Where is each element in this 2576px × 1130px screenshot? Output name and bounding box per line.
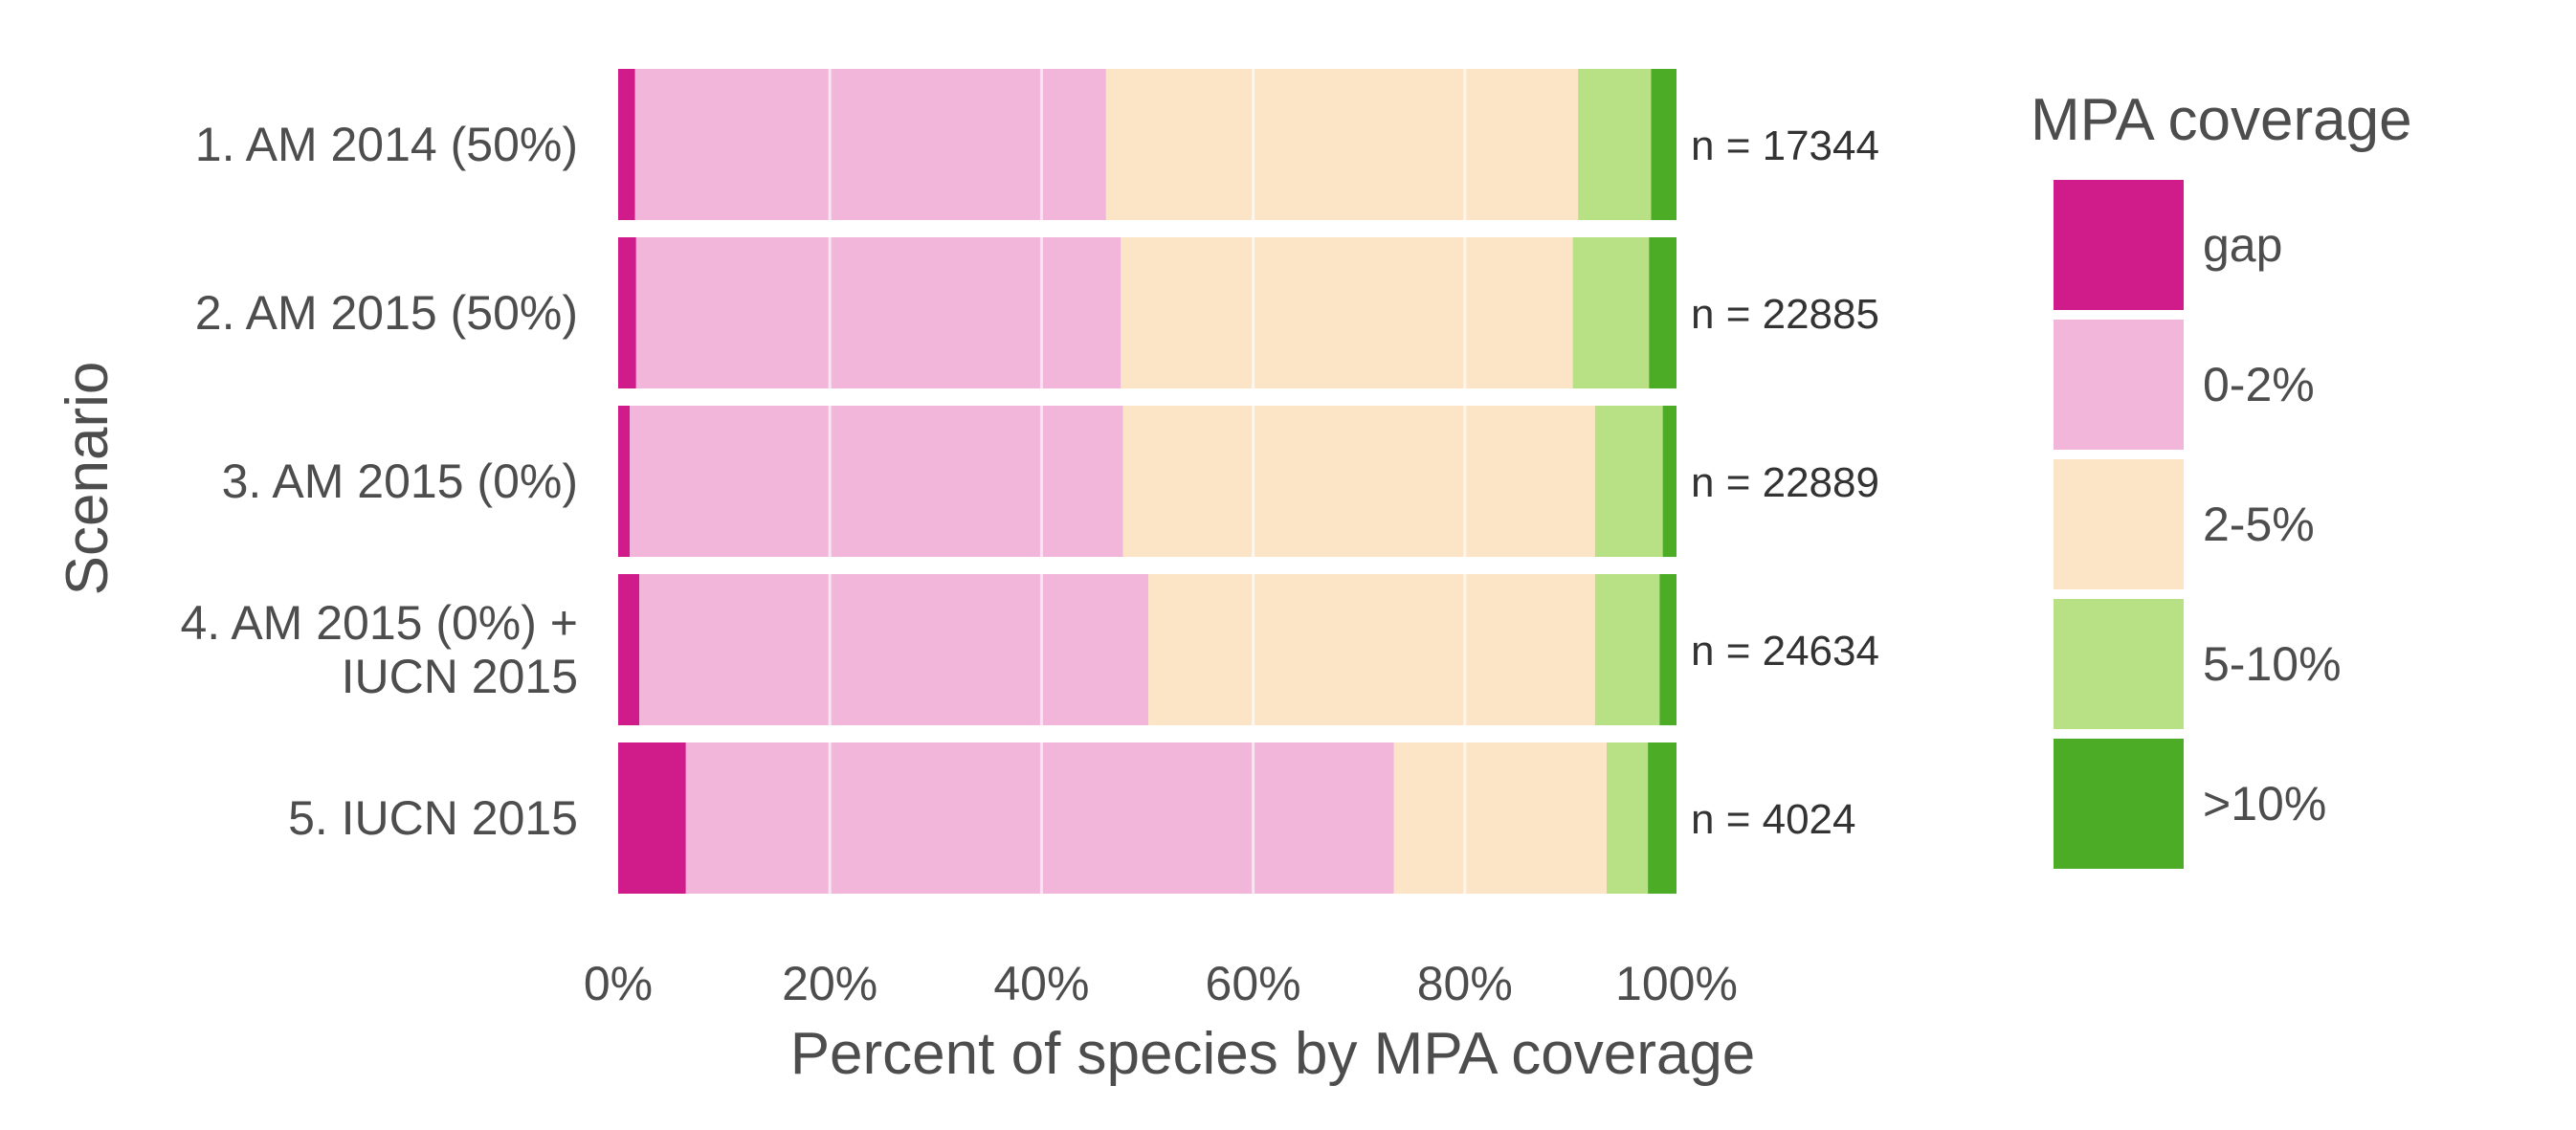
x-tick-label: 60% xyxy=(1206,957,1301,1010)
bar-segment xyxy=(618,742,686,894)
bar-segment xyxy=(639,574,1149,725)
bar-segment xyxy=(618,69,635,220)
category-label: 3. AM 2015 (0%) xyxy=(222,454,578,508)
bar-segment xyxy=(1659,574,1677,725)
bar-segment xyxy=(1607,742,1649,894)
legend-label: 2-5% xyxy=(2203,498,2315,551)
category-label: 5. IUCN 2015 xyxy=(288,791,578,845)
bar-segment xyxy=(685,742,1394,894)
n-label: n = 4024 xyxy=(1691,796,1856,843)
n-label: n = 17344 xyxy=(1691,122,1879,169)
legend-label: 0-2% xyxy=(2203,358,2315,411)
x-axis-ticks: 0% 20% 40% 60% 80% 100% xyxy=(584,957,1738,1010)
bar-segment xyxy=(618,406,631,557)
bar-segment xyxy=(1594,574,1660,725)
legend-label: >10% xyxy=(2203,777,2326,831)
legend-swatch xyxy=(2054,320,2184,450)
bar-segment xyxy=(1594,406,1663,557)
bar-segment xyxy=(1122,406,1595,557)
legend: gap 0-2% 2-5% 5-10% >10% xyxy=(2054,180,2342,869)
bar-segment xyxy=(1649,237,1677,388)
bar-segment xyxy=(634,69,1106,220)
legend-label: 5-10% xyxy=(2203,637,2342,691)
legend-swatch xyxy=(2054,459,2184,589)
bar-segment xyxy=(1648,742,1677,894)
bar-segment xyxy=(1121,237,1573,388)
n-label: n = 24634 xyxy=(1691,628,1879,675)
x-tick-label: 0% xyxy=(584,957,653,1010)
x-tick-label: 20% xyxy=(782,957,877,1010)
y-axis-title: Scenario xyxy=(55,362,121,596)
n-label: n = 22885 xyxy=(1691,291,1879,338)
bar-segment xyxy=(1105,69,1579,220)
grid-layer xyxy=(828,69,1467,894)
sample-size-labels: n = 17344 n = 22885 n = 22889 n = 24634 n = … xyxy=(1691,122,1879,843)
legend-label: gap xyxy=(2203,218,2282,272)
legend-swatch xyxy=(2054,180,2184,310)
bar-segment xyxy=(1651,69,1677,220)
bar-segment xyxy=(1662,406,1677,557)
x-axis-title: Percent of species by MPA coverage xyxy=(790,1021,1756,1087)
n-label: n = 22889 xyxy=(1691,459,1879,506)
category-label: 4. AM 2015 (0%) + IUCN 2015 xyxy=(180,596,578,703)
bar-segment xyxy=(1578,69,1652,220)
legend-swatch xyxy=(2054,599,2184,729)
x-tick-label: 100% xyxy=(1615,957,1738,1010)
bars-layer xyxy=(618,69,1677,894)
category-labels: 1. AM 2014 (50%) 2. AM 2015 (50%) 3. AM 20… xyxy=(180,118,578,845)
legend-title: MPA coverage xyxy=(2031,87,2412,153)
category-label: 1. AM 2014 (50%) xyxy=(195,118,578,171)
bar-segment xyxy=(1572,237,1650,388)
bar-segment xyxy=(630,406,1123,557)
bar-segment xyxy=(1148,574,1595,725)
bar-segment xyxy=(1393,742,1608,894)
legend-swatch xyxy=(2054,739,2184,869)
bar-segment xyxy=(618,237,636,388)
x-tick-label: 40% xyxy=(993,957,1089,1010)
category-label: 2. AM 2015 (50%) xyxy=(195,286,578,340)
x-tick-label: 80% xyxy=(1417,957,1513,1010)
bar-segment xyxy=(618,574,640,725)
bar-segment xyxy=(635,237,1121,388)
